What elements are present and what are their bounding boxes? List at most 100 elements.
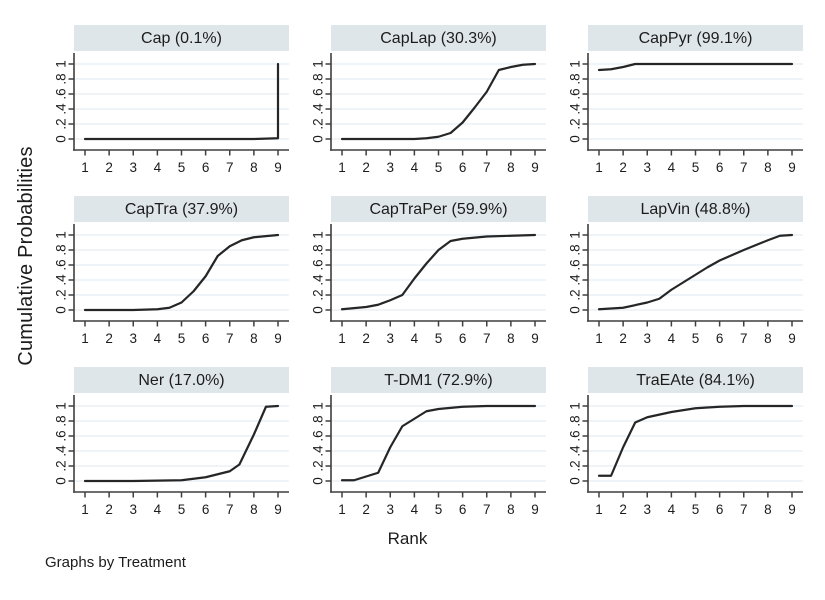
y-tick-label: .8 [54,244,69,255]
panel-canvas: 0 .2 .4 .6 .8 1 1 2 3 4 5 6 7 8 9 [311,395,546,517]
x-tick-label: 4 [668,331,676,346]
x-tick-label: 9 [531,160,539,175]
x-tick-label: 3 [643,502,651,517]
x-tick-label: 5 [178,331,186,346]
x-tick-label: 7 [226,502,234,517]
y-tick-label: 1 [311,60,326,68]
y-tick-label: 0 [311,477,326,485]
panel-caplap: CapLap (30.3%) 0 .2 .4 .6 .8 1 1 2 3 4 5 6 7 8 9 [309,25,546,181]
panel-ner: Ner (17.0%) 0 .2 .4 .6 .8 1 1 2 3 4 5 6 7 8 9 [52,367,289,523]
y-tick-label: 1 [54,60,69,68]
x-tick-label: 3 [129,160,137,175]
y-tick-label: .8 [568,244,583,255]
x-tick-label: 2 [105,502,113,517]
panel-canvas: 0 .2 .4 .6 .8 1 1 2 3 4 5 6 7 8 9 [311,224,546,346]
panel-plot: 0 .2 .4 .6 .8 1 1 2 3 4 5 6 7 8 9 [52,393,289,523]
y-tick-label: .6 [568,88,583,99]
y-tick-label: .8 [311,73,326,84]
series-line [597,62,794,72]
x-tick-label: 9 [788,160,796,175]
y-tick-label: .2 [311,460,326,471]
series-line [340,404,537,482]
panel-plot: 0 .2 .4 .6 .8 1 1 2 3 4 5 6 7 8 9 [52,222,289,352]
x-tick-label: 9 [531,502,539,517]
y-tick-label: .6 [311,88,326,99]
y-tick-label: 0 [568,135,583,143]
x-tick-label: 2 [619,160,627,175]
x-tick-label: 2 [619,502,627,517]
x-tick-label: 7 [483,160,491,175]
panel-plot: 0 .2 .4 .6 .8 1 1 2 3 4 5 6 7 8 9 [566,393,803,523]
y-tick-label: .8 [54,415,69,426]
panel-plot: 0 .2 .4 .6 .8 1 1 2 3 4 5 6 7 8 9 [52,51,289,181]
series-line [597,404,794,477]
y-tick-label: 0 [54,306,69,314]
y-tick-label: 0 [568,477,583,485]
panel-tdm1: T-DM1 (72.9%) 0 .2 .4 .6 .8 1 1 2 3 4 5 6 7 8 9 [309,367,546,523]
x-tick-label: 9 [788,331,796,346]
x-tick-label: 8 [250,160,258,175]
series-line [83,404,280,483]
y-tick-label: .8 [54,73,69,84]
panel-plot: 0 .2 .4 .6 .8 1 1 2 3 4 5 6 7 8 9 [309,222,546,352]
y-tick-label: 1 [54,402,69,410]
x-tick-label: 2 [362,331,370,346]
series-line [340,233,537,311]
y-tick-label: .6 [54,88,69,99]
x-tick-label: 1 [595,502,603,517]
panel-title: CapLap (30.3%) [331,25,546,51]
panel-title: T-DM1 (72.9%) [331,367,546,393]
x-tick-label: 8 [507,331,515,346]
y-tick-label: .2 [54,118,69,129]
x-tick-label: 3 [129,502,137,517]
x-tick-label: 7 [740,502,748,517]
y-tick-label: .4 [311,445,326,457]
x-tick-label: 3 [643,160,651,175]
x-tick-label: 3 [386,160,394,175]
y-tick-label: .2 [568,118,583,129]
x-tick-label: 1 [595,331,603,346]
y-tick-label: 0 [568,306,583,314]
y-tick-label: .2 [311,289,326,300]
panel-grid: Cap (0.1%) 0 .2 .4 .6 .8 1 1 2 3 4 5 6 7 8 9 CapLap (3… [52,25,803,523]
panel-traeate: TraEAte (84.1%) 0 .2 .4 .6 .8 1 1 2 3 4 5 6 7 8 9 [566,367,803,523]
x-tick-label: 7 [740,331,748,346]
x-tick-label: 6 [459,502,467,517]
y-tick-label: 0 [311,306,326,314]
x-tick-label: 5 [178,160,186,175]
panel-lapvin: LapVin (48.8%) 0 .2 .4 .6 .8 1 1 2 3 4 5 6 7 8 9 [566,196,803,352]
y-tick-label: .6 [311,430,326,441]
y-tick-label: .4 [54,274,69,286]
panel-canvas: 0 .2 .4 .6 .8 1 1 2 3 4 5 6 7 8 9 [568,395,803,517]
x-tick-label: 1 [595,160,603,175]
series-line [340,62,537,141]
x-tick-label: 8 [250,331,258,346]
x-tick-label: 5 [435,160,443,175]
x-tick-label: 5 [692,502,700,517]
x-tick-label: 3 [129,331,137,346]
x-tick-label: 1 [81,502,89,517]
x-axis-title: Rank [387,529,428,548]
x-tick-label: 6 [202,502,210,517]
panel-cappyr: CapPyr (99.1%) 0 .2 .4 .6 .8 1 1 2 3 4 5 6 7 8 9 [566,25,803,181]
x-tick-label: 6 [459,331,467,346]
x-tick-label: 7 [483,331,491,346]
y-tick-label: .6 [54,430,69,441]
y-tick-label: .8 [568,415,583,426]
panel-title: CapPyr (99.1%) [588,25,803,51]
x-tick-label: 4 [411,331,419,346]
x-tick-label: 1 [81,160,89,175]
x-tick-label: 5 [435,331,443,346]
panel-title: LapVin (48.8%) [588,196,803,222]
y-tick-label: .2 [568,289,583,300]
x-tick-label: 3 [386,502,394,517]
y-tick-label: 0 [311,135,326,143]
x-tick-label: 6 [716,160,724,175]
x-tick-label: 1 [81,331,89,346]
x-tick-label: 6 [202,160,210,175]
x-tick-label: 9 [531,331,539,346]
x-tick-label: 2 [105,331,113,346]
y-tick-label: .8 [568,73,583,84]
x-tick-label: 6 [716,502,724,517]
panel-cap: Cap (0.1%) 0 .2 .4 .6 .8 1 1 2 3 4 5 6 7 8 9 [52,25,289,181]
